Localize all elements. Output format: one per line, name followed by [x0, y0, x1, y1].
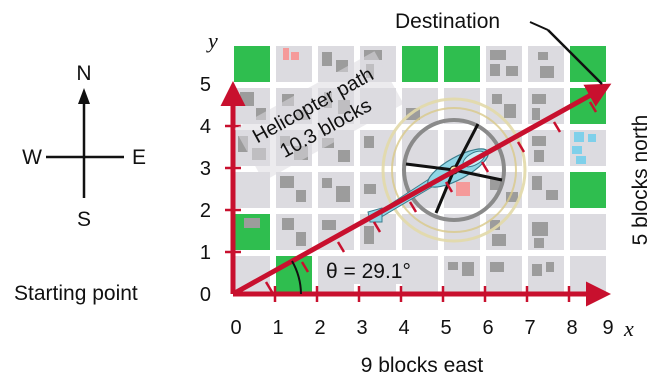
y-axis-ticks — [225, 124, 241, 254]
x-tick-label: 6 — [482, 317, 493, 339]
angle-arc — [291, 260, 302, 295]
y-tick-label: 2 — [200, 200, 211, 222]
x-tick-label: 3 — [356, 317, 367, 339]
x-tick-label: 4 — [398, 317, 409, 339]
y-tick-label: 1 — [200, 242, 211, 264]
blue-roofs — [572, 132, 596, 164]
x-tick-label: 7 — [524, 317, 535, 339]
x-tick-labels: 0 1 2 3 4 5 6 7 8 9 — [230, 317, 613, 339]
compass-rose-icon: N S W E — [22, 62, 146, 231]
x-tick-label: 5 — [440, 317, 451, 339]
y-tick-label: 3 — [200, 158, 211, 180]
destination-pointer — [547, 29, 603, 85]
x-axis-label: x — [623, 316, 634, 341]
helicopter-path-arrow — [231, 83, 612, 297]
compass-north: N — [76, 62, 91, 85]
north-leg-label: 5 blocks north — [629, 115, 652, 246]
x-tick-label: 8 — [566, 317, 577, 339]
y-tick-label: 4 — [200, 116, 211, 138]
x-axis-ticks — [273, 286, 571, 302]
compass-west: W — [22, 146, 42, 169]
x-tick-label: 9 — [602, 317, 613, 339]
destination-label: Destination — [395, 10, 500, 33]
angle-label: θ = 29.1° — [326, 260, 411, 283]
angle-label-bg — [318, 256, 438, 284]
north-leg-label-wrap: 5 blocks north — [629, 115, 652, 246]
x-tick-label: 1 — [272, 317, 283, 339]
street-grid — [231, 44, 608, 296]
compass-south: S — [77, 208, 91, 231]
east-leg-label: 9 blocks east — [361, 354, 484, 377]
y-tick-labels: 0 1 2 3 4 5 — [200, 74, 211, 306]
starting-point-label: Starting point — [14, 282, 138, 305]
y-axis-label: y — [206, 28, 218, 53]
path-ticks — [264, 101, 598, 293]
destination-leader — [529, 21, 549, 31]
y-tick-label: 5 — [200, 74, 211, 96]
pink-roofs — [283, 48, 470, 196]
x-tick-label: 2 — [314, 317, 325, 339]
x-tick-label: 0 — [230, 317, 241, 339]
y-tick-label: 0 — [200, 284, 211, 306]
compass-east: E — [132, 146, 146, 169]
